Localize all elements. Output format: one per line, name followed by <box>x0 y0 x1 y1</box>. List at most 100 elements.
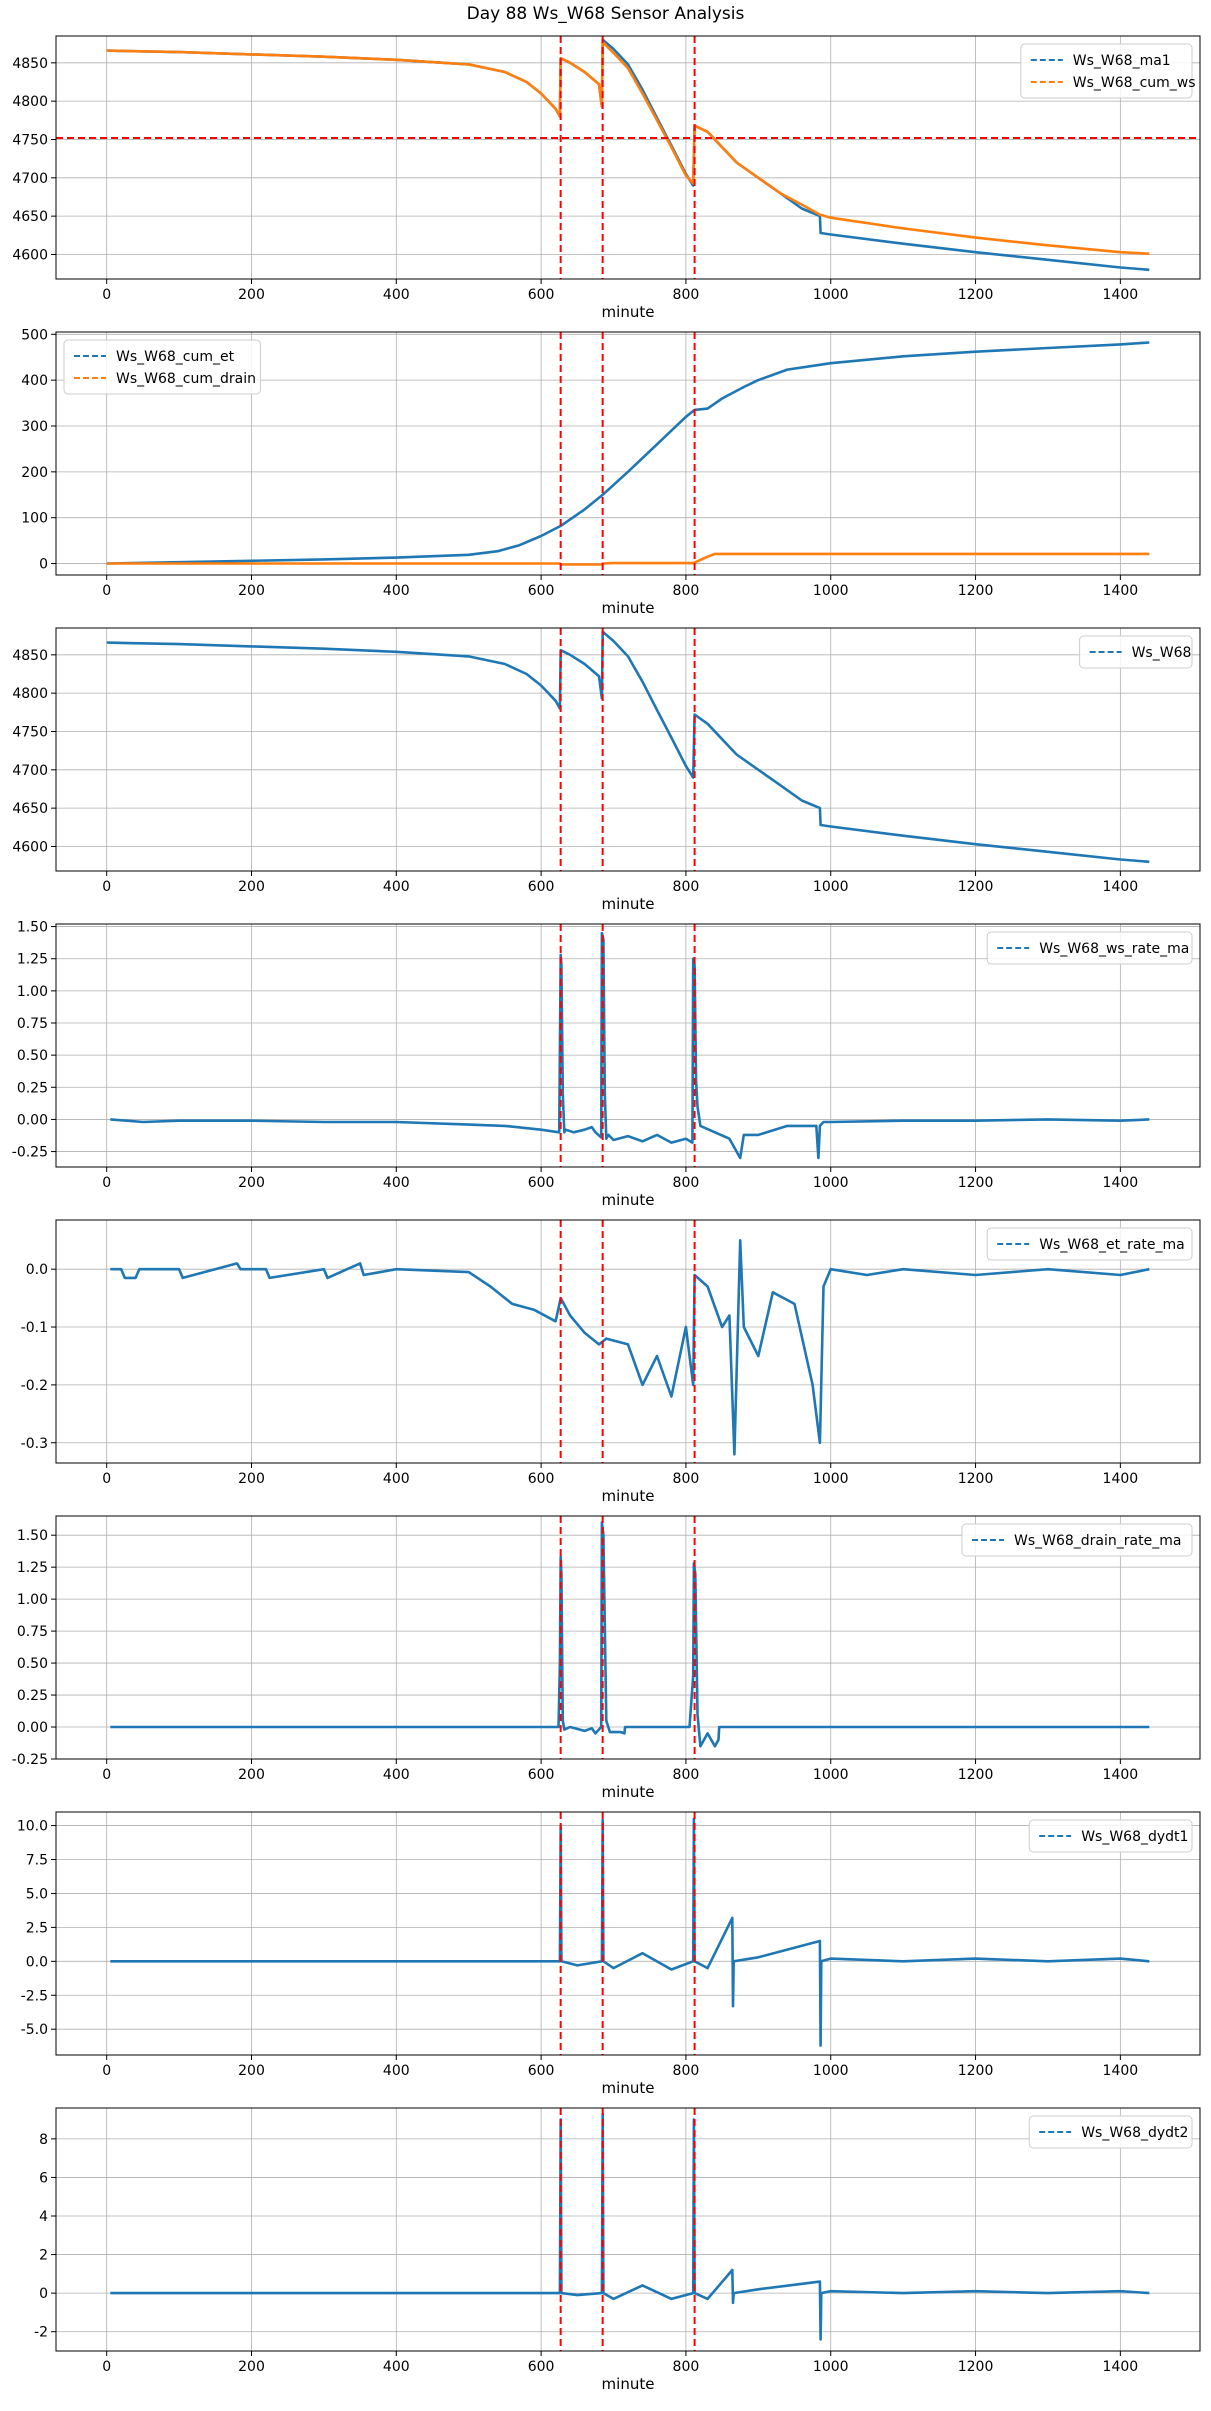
y-tick-label: 5.0 <box>26 1886 48 1902</box>
x-tick-label: 800 <box>673 1175 700 1191</box>
x-tick-label: 400 <box>383 879 410 895</box>
y-tick-label: -0.3 <box>21 1436 48 1452</box>
x-tick-label: 800 <box>673 879 700 895</box>
chart-panel-4: 0 200 400 600 800 1000 1200 1400 -0.25 0.00 0.25 0.… <box>12 920 1201 1209</box>
plot-frame <box>55 1219 1201 1464</box>
x-axis-label: minute <box>602 1487 655 1505</box>
x-tick-label: 600 <box>528 583 555 599</box>
legend: Ws_W68_cum_et Ws_W68_cum_drain <box>63 339 261 395</box>
x-tick-label: 0 <box>102 879 111 895</box>
y-tick-label: 0.00 <box>17 1112 48 1128</box>
x-tick-label: 600 <box>528 879 555 895</box>
x-tick-label: 1000 <box>813 2359 849 2375</box>
x-tick-label: 200 <box>238 1175 265 1191</box>
x-tick-label: 1400 <box>1103 1767 1139 1783</box>
legend-box <box>986 1227 1193 1261</box>
y-tick-label: 4700 <box>12 171 48 187</box>
chart-panel-8: 0 200 400 600 800 1000 1200 1400 -2 0 2 4 6 8 minute Ws… <box>34 2107 1201 2393</box>
x-tick-label: 600 <box>528 2359 555 2375</box>
series-line-ws-w68-drain-rate-ma <box>110 1521 1150 1748</box>
x-tick-label: 1200 <box>958 1767 994 1783</box>
y-tick-label: 1.00 <box>17 984 48 1000</box>
y-tick-label: 8 <box>39 2132 48 2148</box>
legend-label: Ws_W68 <box>1132 645 1192 661</box>
y-tick-label: 0.25 <box>17 1688 48 1704</box>
chart-panel-7: 0 200 400 600 800 1000 1200 1400 -5.0 -2.5 0.0 2.5 5… <box>17 1811 1201 2097</box>
x-tick-label: 1000 <box>813 287 849 303</box>
legend: Ws_W68_ma1 Ws_W68_cum_ws <box>1020 43 1196 99</box>
x-tick-label: 1000 <box>813 1471 849 1487</box>
x-tick-label: 1200 <box>958 1175 994 1191</box>
series-line-ws-w68-cum-drain <box>106 552 1150 566</box>
x-tick-label: 0 <box>102 1767 111 1783</box>
chart-panel-1: 0 200 400 600 800 1000 1200 1400 4600 4650 4700 475… <box>12 35 1201 321</box>
legend: Ws_W68_ws_rate_ma <box>986 931 1193 965</box>
y-tick-label: 7.5 <box>26 1853 48 1869</box>
x-tick-label: 0 <box>102 2359 111 2375</box>
legend-box <box>986 931 1193 965</box>
chart-panel-2: 0 200 400 600 800 1000 1200 1400 0 100 200 300 400 50… <box>21 327 1201 617</box>
legend: Ws_W68_drain_rate_ma <box>961 1523 1193 1557</box>
x-tick-label: 1400 <box>1103 879 1139 895</box>
series-line-ws-w68-et-rate-ma <box>110 1239 1150 1456</box>
y-tick-label: 1.00 <box>17 1592 48 1608</box>
x-tick-label: 800 <box>673 1471 700 1487</box>
legend-label: Ws_W68_drain_rate_ma <box>1014 1533 1181 1549</box>
legend: Ws_W68_dydt2 <box>1028 2115 1193 2149</box>
y-tick-label: 0.0 <box>26 1262 48 1278</box>
x-tick-label: 0 <box>102 1471 111 1487</box>
figure-title: Day 88 Ws_W68 Sensor Analysis <box>466 4 745 24</box>
x-tick-label: 200 <box>238 1767 265 1783</box>
x-tick-label: 1400 <box>1103 1471 1139 1487</box>
legend-label: Ws_W68_cum_et <box>116 349 235 365</box>
chart-panel-5: 0 200 400 600 800 1000 1200 1400 -0.3 -0.2 -0.1 0.0… <box>21 1219 1201 1505</box>
chart-panel-6: 0 200 400 600 800 1000 1200 1400 -0.25 0.00 0.25 0.… <box>12 1515 1201 1801</box>
y-tick-label: 4600 <box>12 839 48 855</box>
legend-box <box>63 339 261 395</box>
y-tick-label: 0.50 <box>17 1656 48 1672</box>
x-axis-label: minute <box>602 1191 655 1209</box>
y-tick-label: -0.2 <box>21 1378 48 1394</box>
y-tick-label: 0.25 <box>17 1080 48 1096</box>
x-tick-label: 1200 <box>958 2359 994 2375</box>
y-tick-label: 1.50 <box>17 920 48 936</box>
x-tick-label: 1400 <box>1103 287 1139 303</box>
y-tick-label: 500 <box>21 327 48 343</box>
x-tick-label: 400 <box>383 1471 410 1487</box>
legend-label: Ws_W68_et_rate_ma <box>1039 1237 1185 1253</box>
series-line-ws-w68-dydt1 <box>110 1817 1150 2047</box>
legend-label: Ws_W68_ma1 <box>1073 53 1171 69</box>
y-tick-label: 0.75 <box>17 1016 48 1032</box>
x-tick-label: 400 <box>383 2063 410 2079</box>
plot-frame <box>55 1811 1201 2056</box>
x-tick-label: 800 <box>673 1767 700 1783</box>
y-tick-label: 0 <box>39 2286 48 2302</box>
legend-box <box>1028 1819 1193 1853</box>
chart-panel-3: 0 200 400 600 800 1000 1200 1400 4600 4650 4700 475… <box>12 627 1201 913</box>
series-line-ws-w68-cum-et <box>106 341 1150 565</box>
series-line-ws-w68-ma1 <box>106 38 1150 272</box>
y-tick-label: -0.25 <box>12 1145 48 1161</box>
x-tick-label: 1200 <box>958 2063 994 2079</box>
legend-box <box>1020 43 1193 99</box>
x-tick-label: 800 <box>673 287 700 303</box>
x-axis-label: minute <box>602 2375 655 2393</box>
x-tick-label: 200 <box>238 1471 265 1487</box>
y-tick-label: 300 <box>21 419 48 435</box>
y-tick-label: 4800 <box>12 686 48 702</box>
y-tick-label: 4800 <box>12 94 48 110</box>
y-tick-label: 4750 <box>12 132 48 148</box>
series-line-ws-w68-cum-ws <box>106 40 1150 255</box>
y-tick-label: 1.25 <box>17 1560 48 1576</box>
x-tick-label: 200 <box>238 583 265 599</box>
x-tick-label: 200 <box>238 879 265 895</box>
legend: Ws_W68_dydt1 <box>1028 1819 1193 1853</box>
y-tick-label: 200 <box>21 465 48 481</box>
y-tick-label: 6 <box>39 2170 48 2186</box>
y-tick-label: -2.5 <box>21 1988 48 2004</box>
y-tick-label: 2 <box>39 2248 48 2264</box>
legend-box <box>1079 635 1193 669</box>
legend-label: Ws_W68_cum_ws <box>1073 75 1196 91</box>
y-tick-label: -0.25 <box>12 1752 48 1768</box>
y-tick-label: -2 <box>34 2325 48 2341</box>
